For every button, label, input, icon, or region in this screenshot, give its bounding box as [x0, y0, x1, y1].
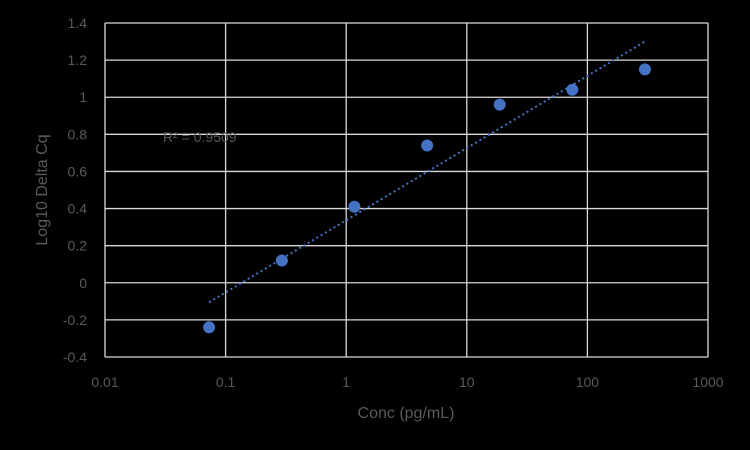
r-squared-label: R² = 0.9509 [163, 129, 237, 145]
x-tick-label: 100 [576, 374, 600, 390]
y-tick-label: 1.2 [68, 52, 88, 68]
y-tick-label: 0.8 [68, 126, 88, 142]
y-tick-label: 1.4 [68, 15, 88, 31]
y-tick-label: 0.2 [68, 238, 88, 254]
y-axis-title: Log10 Delta Cq [34, 134, 51, 245]
data-point [203, 321, 216, 334]
data-point [421, 139, 434, 152]
x-axis-title: Conc (pg/mL) [358, 405, 455, 422]
x-axis-ticks: 0.01 0.1 1 10 100 1000 [91, 374, 723, 390]
y-tick-label: -0.2 [63, 312, 87, 328]
x-tick-label: 1000 [692, 374, 723, 390]
data-point [348, 200, 361, 213]
data-points [203, 63, 651, 334]
y-axis-ticks: -0.4 -0.2 0 0.2 0.4 0.6 0.8 1 1.2 1.4 [63, 15, 87, 365]
data-point [275, 254, 288, 267]
y-tick-label: 0 [79, 275, 87, 291]
data-point [493, 98, 506, 111]
x-tick-label: 0.1 [216, 374, 236, 390]
grid-lines [104, 22, 709, 358]
x-tick-label: 10 [459, 374, 475, 390]
data-point [566, 83, 579, 96]
data-point [638, 63, 651, 76]
y-tick-label: -0.4 [63, 349, 87, 365]
x-tick-label: 1 [342, 374, 350, 390]
y-tick-label: 0.4 [68, 201, 88, 217]
x-tick-label: 0.01 [91, 374, 118, 390]
y-tick-label: 1 [79, 89, 87, 105]
y-tick-label: 0.6 [68, 163, 88, 179]
